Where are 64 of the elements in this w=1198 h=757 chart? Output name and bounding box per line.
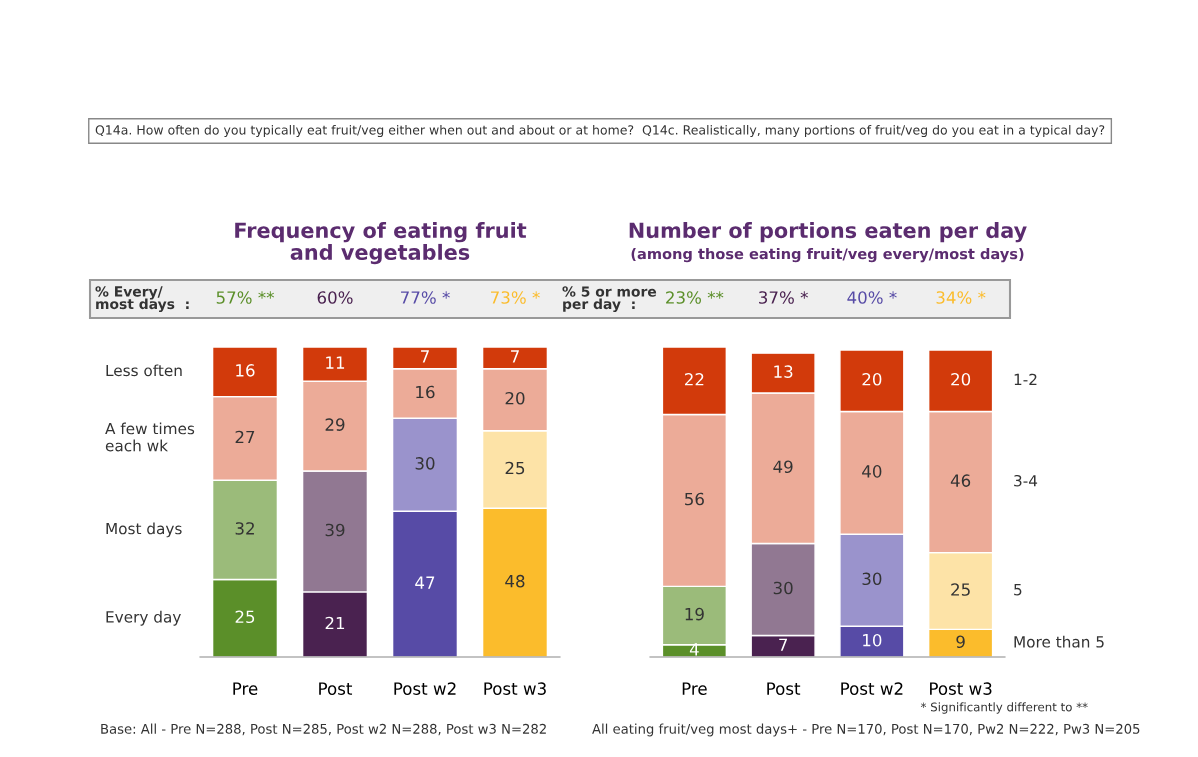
chart-title: Frequency of eating fruit and vegetables (235, 222, 527, 265)
data-label: 11 (326, 356, 345, 369)
data-label: 30 (415, 457, 435, 470)
chart-subtitle: (among those eating fruit/veg every/most days) (631, 248, 1024, 263)
data-label: 25 (951, 583, 970, 596)
data-label: 25 (235, 610, 255, 624)
data-label: 16 (236, 364, 255, 377)
x-tick-label: Post (319, 682, 353, 695)
data-label: 30 (862, 572, 882, 586)
series-label: 3-4 (1014, 474, 1038, 487)
data-label: 56 (685, 492, 704, 506)
x-tick-label: Pre (682, 682, 707, 695)
series-label: A few times each wk (105, 422, 195, 452)
data-label: 7 (511, 350, 519, 363)
data-label: 27 (235, 430, 255, 444)
data-label: 16 (416, 385, 435, 399)
data-label: 46 (950, 474, 971, 487)
data-label: 48 (505, 574, 525, 588)
text: 57% ** (216, 291, 275, 304)
data-label: 20 (951, 372, 971, 386)
data-label: 10 (863, 633, 882, 647)
data-label: 22 (684, 372, 704, 386)
data-label: 49 (773, 460, 793, 474)
x-tick-label: Post w2 (394, 682, 456, 695)
series-label: More than 5 (1014, 635, 1104, 648)
data-label: 20 (862, 372, 882, 386)
data-label: 19 (685, 607, 704, 621)
series-label: 5 (1014, 584, 1022, 596)
text: 77% * (401, 291, 450, 304)
data-label: 25 (505, 461, 525, 475)
data-label: 40 (862, 465, 882, 478)
data-label: 29 (325, 418, 345, 431)
data-label: 9 (956, 635, 965, 649)
data-label: 7 (421, 350, 429, 363)
x-tick-label: Post w3 (484, 682, 546, 695)
data-label: 13 (774, 365, 793, 378)
x-tick-label: Post w3 (930, 682, 992, 695)
text: % 5 or more per day : (562, 286, 657, 312)
data-label: 30 (773, 581, 793, 595)
text: 23% ** (666, 291, 724, 304)
text: Q14a. How often do you typically eat fruit/veg either when out and about or at home? Q14c. Realistically, many portions of fruit/veg do you eat in a typical day? (95, 124, 1105, 138)
text: All eating fruit/veg most days+ - Pre N=170, Post N=170, Pw2 N=222, Pw3 N=205 (592, 723, 1140, 737)
x-tick-label: Post w2 (841, 682, 903, 695)
data-label: 20 (505, 391, 525, 405)
data-label: 39 (325, 523, 345, 537)
chart-title: Number of portions eaten per day (629, 222, 1027, 243)
x-tick-label: Post (767, 682, 801, 695)
text: 73% * (491, 291, 540, 304)
text: 34% * (936, 291, 986, 304)
x-tick-label: Pre (233, 682, 258, 695)
text: 37% * (759, 291, 808, 304)
text: Every day (106, 610, 181, 626)
text: Less often (106, 364, 182, 377)
text: 40% * (847, 291, 897, 304)
text: * Significantly different to ** (920, 702, 1088, 714)
data-label: 47 (415, 576, 435, 589)
data-label: 21 (325, 616, 345, 630)
series-label: 1-2 (1014, 373, 1037, 385)
text: % Every/ most days : (95, 286, 189, 312)
data-label: 7 (779, 638, 787, 651)
text: 60% (317, 291, 353, 304)
data-label: 32 (235, 522, 254, 535)
text: Base: All - Pre N=288, Post N=285, Post w2 N=288, Post w3 N=282 (101, 723, 546, 736)
text: Most days (106, 522, 182, 538)
